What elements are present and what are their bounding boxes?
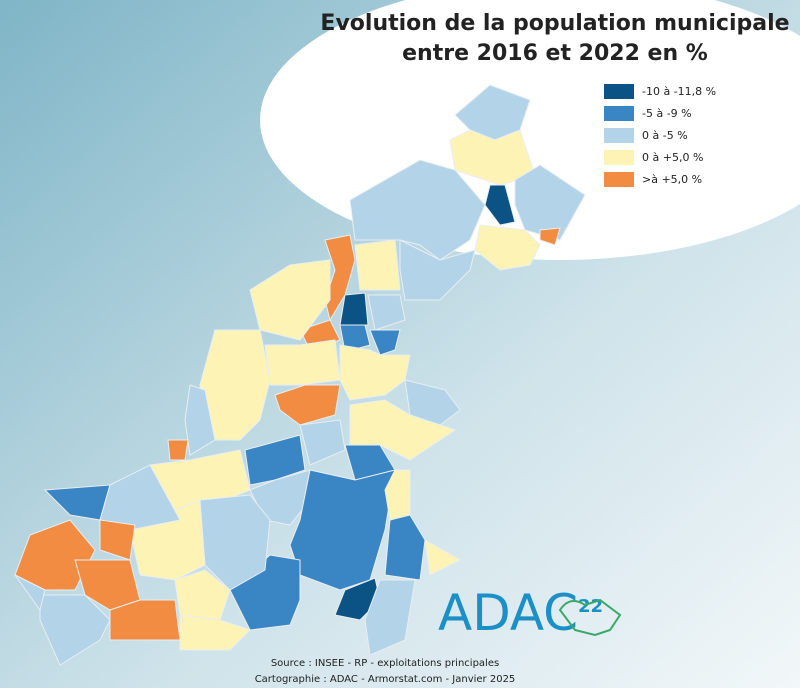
commune (424, 539, 462, 576)
commune (274, 384, 341, 426)
commune (339, 324, 371, 353)
commune (324, 234, 356, 322)
legend: -10 à -11,8 % -5 à -9 % 0 à -5 % 0 à +5,0 %… (604, 84, 716, 187)
logo-shape (558, 598, 622, 637)
title: Evolution de la population municipale (320, 11, 789, 36)
logo-name: ADAC (438, 584, 578, 642)
commune (539, 227, 561, 246)
commune (179, 614, 251, 651)
commune (349, 159, 486, 261)
commune (167, 439, 189, 461)
legend-label: -10 à -11,8 % (642, 85, 716, 98)
commune (184, 384, 216, 456)
commune (514, 164, 586, 241)
logo-number: 22 (578, 596, 603, 617)
commune (404, 379, 461, 426)
commune (384, 514, 426, 581)
commune (367, 294, 406, 331)
legend-swatch (604, 128, 634, 143)
legend-swatch (604, 84, 634, 99)
commune (364, 579, 416, 656)
commune (244, 434, 306, 486)
legend-swatch (604, 150, 634, 165)
commune (99, 464, 181, 531)
commune (14, 574, 46, 612)
commune (484, 184, 516, 226)
commune (399, 239, 476, 301)
commune (354, 239, 401, 291)
map (14, 84, 586, 666)
commune (339, 292, 369, 326)
commune (264, 339, 341, 386)
commune (129, 499, 206, 581)
credits: Cartographie : ADAC - Armorstat.com - Ja… (255, 674, 516, 685)
commune (39, 594, 111, 666)
legend-label: 0 à +5,0 % (642, 151, 703, 164)
legend-swatch (604, 172, 634, 187)
commune (174, 569, 231, 621)
legend-label: >à +5,0 % (642, 173, 702, 186)
commune (109, 599, 181, 641)
legend-label: 0 à -5 % (642, 129, 688, 142)
legend-label: -5 à -9 % (642, 107, 692, 120)
source: Source : INSEE - RP - exploitations prin… (271, 658, 499, 669)
commune (299, 419, 346, 466)
title: entre 2016 et 2022 en % (402, 41, 708, 66)
legend-swatch (604, 106, 634, 121)
commune (369, 329, 401, 356)
